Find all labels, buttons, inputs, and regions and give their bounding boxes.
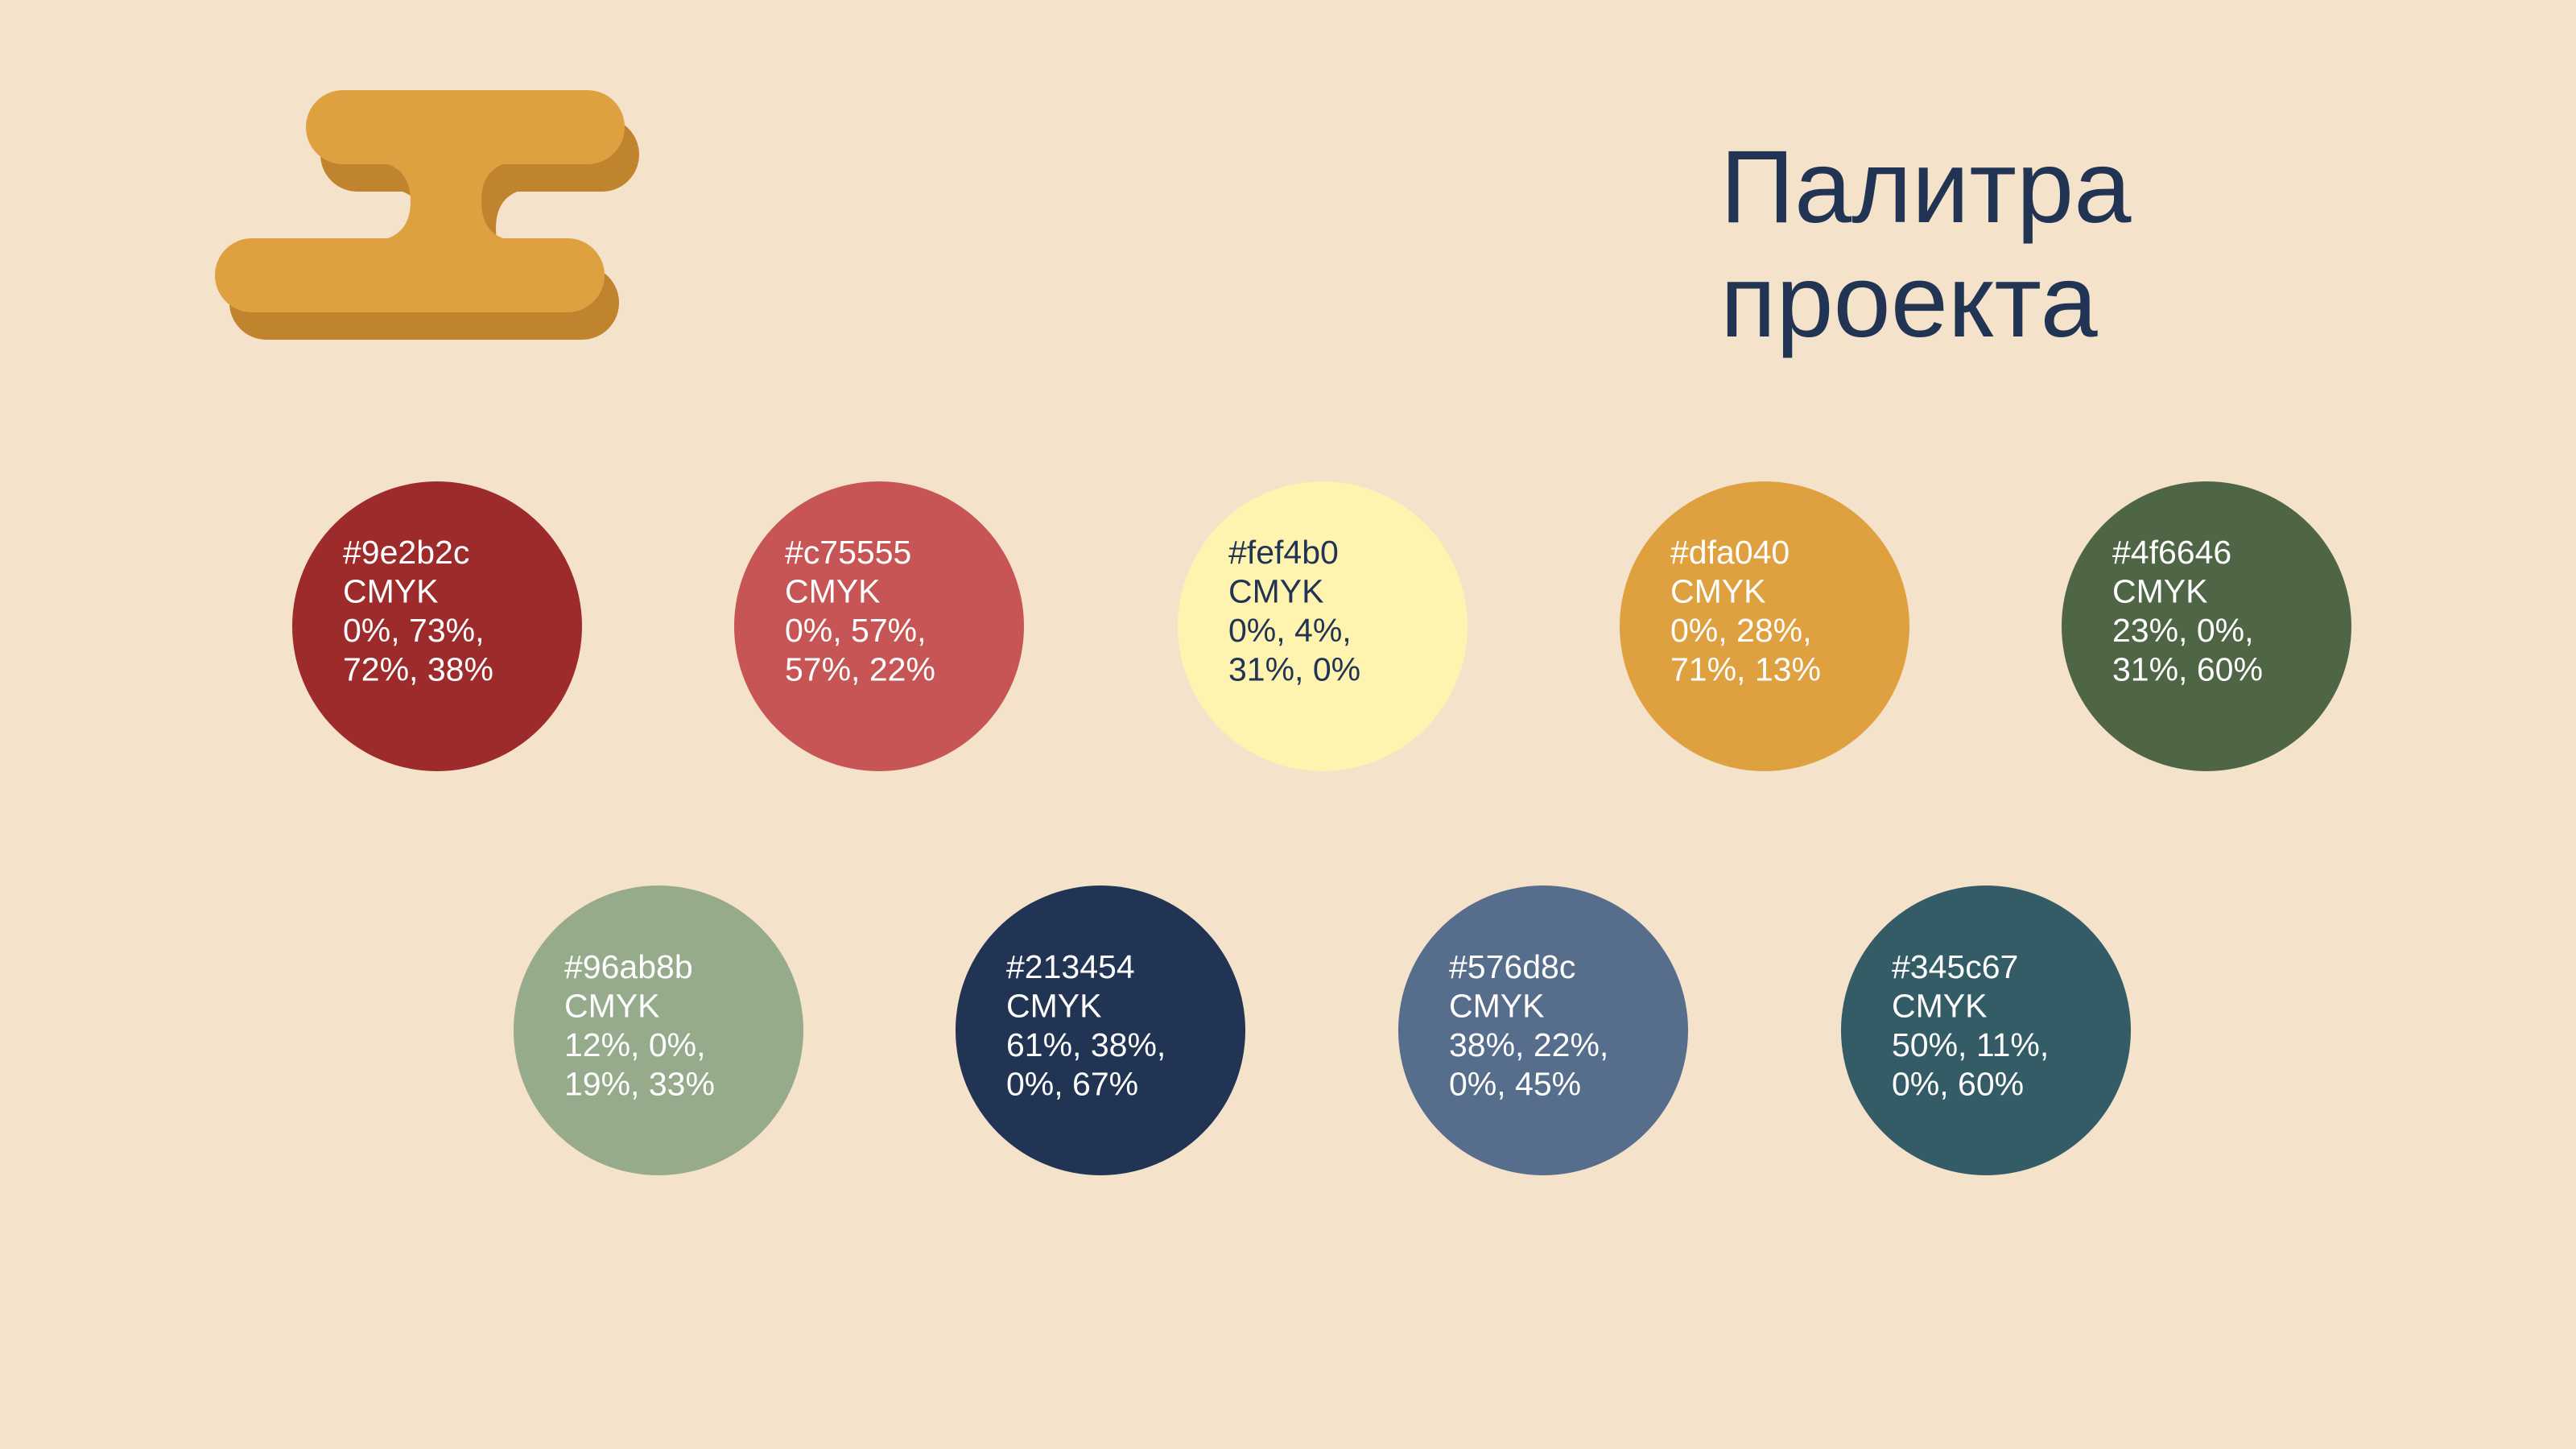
swatch-line: 71%, 13% [1670, 651, 1821, 688]
swatch-line: CMYK [343, 573, 438, 610]
swatch-line: CMYK [1006, 988, 1101, 1025]
swatch-line: CMYK [2112, 573, 2207, 610]
swatch-line: 12%, 0%, [564, 1026, 706, 1063]
swatch-circle [1620, 481, 1909, 771]
swatch-line: 50%, 11%, [1892, 1026, 2049, 1063]
swatch-line: 0%, 57%, [785, 612, 927, 649]
swatch-line: 0%, 4%, [1228, 612, 1352, 649]
swatch-line: 0%, 73%, [343, 612, 485, 649]
swatch-hex: #345c67 [1892, 948, 2018, 985]
swatch-hex: #213454 [1006, 948, 1135, 985]
swatch-hex: #4f6646 [2112, 534, 2231, 571]
title-line: проекта [1720, 244, 2099, 359]
swatch-hex: #576d8c [1449, 948, 1575, 985]
title-line: Палитра [1720, 130, 2132, 245]
swatch-circle [734, 481, 1024, 771]
swatch-line: 31%, 0% [1228, 651, 1360, 688]
swatch-hex: #c75555 [785, 534, 911, 571]
swatch-line: 38%, 22%, [1449, 1026, 1608, 1063]
swatch-line: 57%, 22% [785, 651, 935, 688]
swatch-line: 0%, 60% [1892, 1066, 2024, 1103]
swatch-line: 19%, 33% [564, 1066, 715, 1103]
swatch-circle [956, 886, 1245, 1175]
swatch-line: CMYK [1670, 573, 1765, 610]
logo-bar [306, 90, 625, 164]
logo-stem [366, 161, 523, 242]
swatch-line: 31%, 60% [2112, 651, 2263, 688]
swatch-line: CMYK [785, 573, 880, 610]
logo-bar [215, 238, 605, 312]
swatch-line: CMYK [1228, 573, 1323, 610]
swatch-line: 0%, 28%, [1670, 612, 1812, 649]
swatch-line: CMYK [1892, 988, 1987, 1025]
swatch-circle [2062, 481, 2351, 771]
swatch-circle [292, 481, 582, 771]
swatch-hex: #96ab8b [564, 948, 693, 985]
swatch-circle [1178, 481, 1468, 771]
logo-main [215, 90, 625, 312]
swatch-line: CMYK [564, 988, 659, 1025]
swatch-hex: #fef4b0 [1228, 534, 1339, 571]
swatch-hex: #9e2b2c [343, 534, 469, 571]
swatch-hex: #dfa040 [1670, 534, 1790, 571]
swatch-line: CMYK [1449, 988, 1544, 1025]
swatch-line: 23%, 0%, [2112, 612, 2254, 649]
swatch-line: 0%, 45% [1449, 1066, 1581, 1103]
logo [215, 90, 639, 340]
swatch-line: 72%, 38% [343, 651, 493, 688]
swatch-circle [1841, 886, 2131, 1175]
swatch-circle [514, 886, 803, 1175]
swatch-line: 61%, 38%, [1006, 1026, 1166, 1063]
swatch-circle [1398, 886, 1688, 1175]
swatch-line: 0%, 67% [1006, 1066, 1138, 1103]
